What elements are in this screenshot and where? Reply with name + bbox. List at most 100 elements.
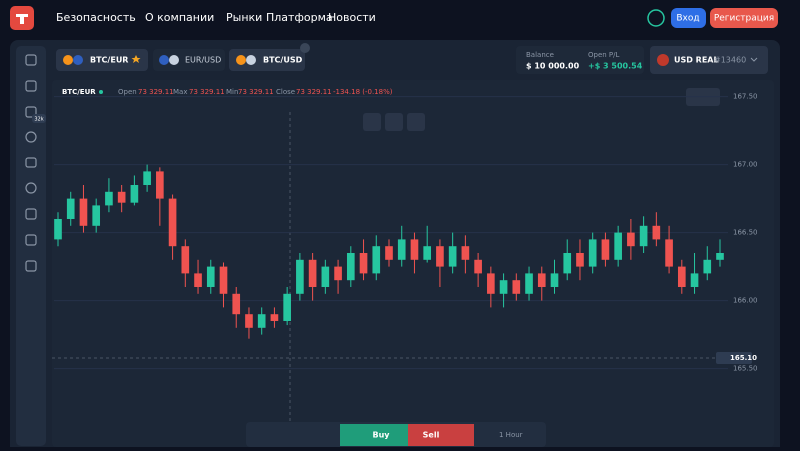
y-tick-label: 167.00 xyxy=(733,161,758,169)
candle-body xyxy=(385,246,393,260)
currency: USD REAL xyxy=(674,56,719,65)
y-tick-label: 166.50 xyxy=(733,229,758,237)
ohlc-label: Close xyxy=(276,88,295,96)
candle-body xyxy=(117,191,126,203)
badge-label: 32k xyxy=(34,117,43,123)
register-button[interactable] xyxy=(710,8,778,28)
tab-label: BTC/EUR xyxy=(90,56,128,65)
candle-body xyxy=(537,273,546,287)
login-label: Вход xyxy=(676,14,699,24)
ohlc-label: Max xyxy=(173,88,187,96)
sell-button[interactable] xyxy=(408,424,474,446)
login-button[interactable] xyxy=(671,8,706,28)
header xyxy=(0,0,800,38)
candle-body xyxy=(588,239,597,267)
logo-mark xyxy=(16,14,28,24)
candle-body xyxy=(639,225,648,247)
candle-body xyxy=(703,259,712,274)
sell-label: Sell xyxy=(423,431,440,440)
candle-body xyxy=(652,225,661,240)
symbol: BTC/EUR xyxy=(62,88,96,96)
candle-body xyxy=(296,259,304,294)
candle-body xyxy=(79,198,88,226)
candle-body xyxy=(283,293,291,321)
coin-icon xyxy=(169,55,179,65)
ohlc-value: 73 329.11 xyxy=(296,88,332,96)
candle-body xyxy=(219,266,228,294)
ohlc-value: 73 329.11 xyxy=(138,88,174,96)
zoom-controls[interactable] xyxy=(363,113,425,131)
candle-body xyxy=(563,253,572,274)
candle-body xyxy=(448,246,457,267)
candle-body xyxy=(436,246,444,267)
language-icon[interactable] xyxy=(647,9,665,27)
coin-icon xyxy=(63,55,73,65)
candle-body xyxy=(194,273,202,287)
candle-body xyxy=(576,253,584,267)
candle-body xyxy=(423,246,432,260)
nav-link[interactable]: О компании xyxy=(145,11,214,24)
candle-body xyxy=(487,273,495,294)
coin-icon xyxy=(246,55,256,65)
live-dot xyxy=(99,90,103,94)
pl-value: +$ 3 500.54 xyxy=(588,62,643,71)
candle-body xyxy=(359,253,368,274)
ohlc-label: Open xyxy=(118,88,137,96)
candle-body xyxy=(245,314,253,328)
tab[interactable] xyxy=(153,49,225,71)
candle-body xyxy=(54,219,62,240)
candle-body xyxy=(627,232,635,247)
buy-button[interactable] xyxy=(340,424,408,446)
candle-body xyxy=(499,280,508,294)
candle-body xyxy=(601,239,610,260)
sidebar xyxy=(16,46,46,446)
nav-link[interactable]: Новости xyxy=(328,11,376,24)
coin-icon xyxy=(236,55,246,65)
coin-icon xyxy=(73,55,83,65)
candle-body xyxy=(677,266,686,287)
nav-link[interactable]: Безопасность xyxy=(56,11,136,24)
y-tick-label: 166.00 xyxy=(733,297,758,305)
candle-body xyxy=(397,239,406,260)
favorite-star[interactable] xyxy=(131,55,141,63)
coin-icon xyxy=(159,55,169,65)
candle-body xyxy=(156,171,164,199)
candle-body xyxy=(66,198,75,219)
candle-body xyxy=(461,246,470,260)
candle-body xyxy=(232,293,241,315)
candle-body xyxy=(105,191,113,206)
nav-link[interactable]: Рынки xyxy=(226,11,262,24)
tab-active[interactable] xyxy=(56,49,148,71)
balance-label: Balance xyxy=(526,51,554,59)
ohlc-value: 73 329.11 xyxy=(238,88,274,96)
sidebar-icons[interactable] xyxy=(25,54,37,272)
candle-body xyxy=(206,266,215,287)
buy-label: Buy xyxy=(372,431,390,440)
ohlc-value: 73 329.11 xyxy=(189,88,225,96)
tab-label: BTC/USD xyxy=(263,56,303,65)
candle-body xyxy=(257,314,266,328)
candle-body xyxy=(346,253,355,281)
crosshair-label: 165.10 xyxy=(730,354,757,362)
close-tab[interactable] xyxy=(300,43,310,53)
interval[interactable]: 1 Hour xyxy=(499,431,523,439)
y-tick-label: 167.50 xyxy=(733,93,758,101)
tab[interactable] xyxy=(229,49,305,71)
candle-body xyxy=(334,266,342,281)
candle-body xyxy=(550,273,559,287)
candle-body xyxy=(321,266,330,287)
balance-value: $ 10 000.00 xyxy=(526,62,580,71)
candle-body xyxy=(92,205,101,226)
candle-body xyxy=(474,259,482,274)
y-tick-label: 165.50 xyxy=(733,365,758,373)
flag xyxy=(657,54,669,66)
candle-body xyxy=(690,273,699,287)
ohlc-label: Min xyxy=(226,88,238,96)
ohlc-change: -134.18 (-0.18%) xyxy=(333,88,393,96)
nav-link[interactable]: Платформа xyxy=(266,11,333,24)
account-selector[interactable] xyxy=(650,46,768,74)
candle-body xyxy=(410,239,419,260)
tab-label: EUR/USD xyxy=(185,56,221,65)
candle-body xyxy=(525,273,533,294)
candle-body xyxy=(130,185,139,203)
